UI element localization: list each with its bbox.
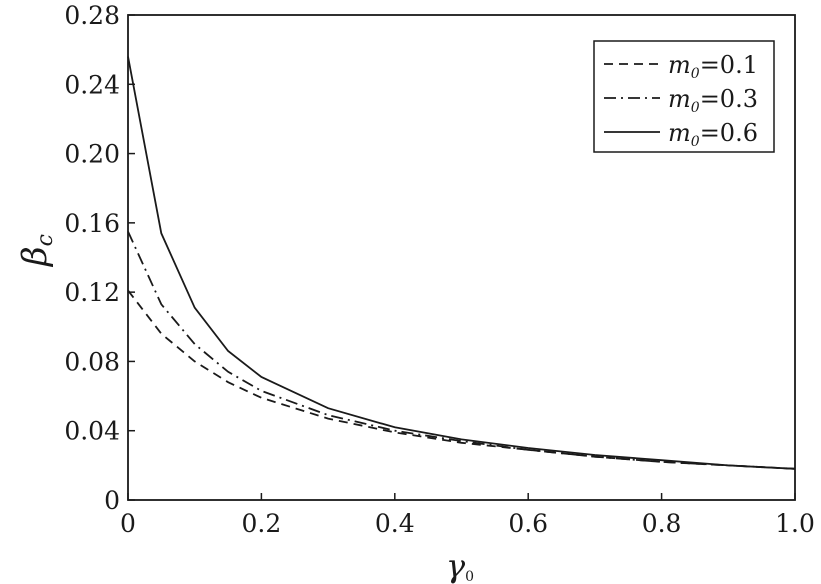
y-axis-ticks: 0 0.04 0.08 0.12 0.16 0.20 0.24 0.28: [64, 1, 135, 515]
y-tick-label: 0.04: [64, 417, 120, 446]
y-tick-label: 0.24: [64, 70, 120, 99]
x-axis-label-main: γ: [446, 547, 466, 584]
x-tick-label: 1.0: [775, 509, 815, 538]
y-axis-label: βc: [15, 234, 58, 268]
series-line-dashed: [127, 289, 796, 470]
legend-label: m0=0.6: [668, 119, 758, 150]
legend-label-value: =0.1: [700, 51, 758, 79]
y-tick-label: 0.08: [64, 347, 120, 376]
series-layer: [127, 56, 796, 470]
y-tick-label: 0: [104, 486, 120, 515]
y-tick-label: 0.28: [64, 1, 120, 30]
x-axis-ticks: 0 0.2 0.4 0.6 0.8 1.0: [120, 493, 815, 538]
x-tick-label: 0.8: [642, 509, 682, 538]
plot-frame: [127, 14, 796, 501]
x-tick-label: 0.2: [242, 509, 282, 538]
legend-label: m0=0.3: [668, 85, 758, 116]
legend-label-sub: 0: [691, 66, 700, 82]
legend-label-main: m: [668, 119, 691, 147]
x-tick-label: 0.6: [508, 509, 548, 538]
series-line-solid: [127, 56, 796, 470]
y-axis-label-main: β: [15, 246, 55, 268]
y-tick-label: 0.12: [64, 278, 120, 307]
legend-label-sub: 0: [691, 100, 700, 116]
y-tick-label: 0.16: [64, 209, 120, 238]
series-line-dashdot: [127, 231, 796, 470]
legend: m0=0.1m0=0.3m0=0.6: [593, 40, 775, 153]
y-axis-label-sub: c: [33, 234, 58, 246]
legend-box: [593, 40, 775, 153]
legend-label-value: =0.3: [700, 85, 758, 113]
x-tick-label: 0: [120, 509, 136, 538]
x-tick-label: 0.4: [375, 509, 415, 538]
x-axis-label-sub: 0: [465, 569, 474, 584]
y-tick-label: 0.20: [64, 140, 120, 169]
legend-label-main: m: [668, 51, 691, 79]
legend-label-main: m: [668, 85, 691, 113]
x-axis-label: γ0: [446, 547, 474, 584]
legend-label-sub: 0: [691, 134, 700, 150]
legend-label-value: =0.6: [700, 119, 758, 147]
legend-label: m0=0.1: [668, 51, 758, 82]
plot-area: [127, 14, 796, 501]
